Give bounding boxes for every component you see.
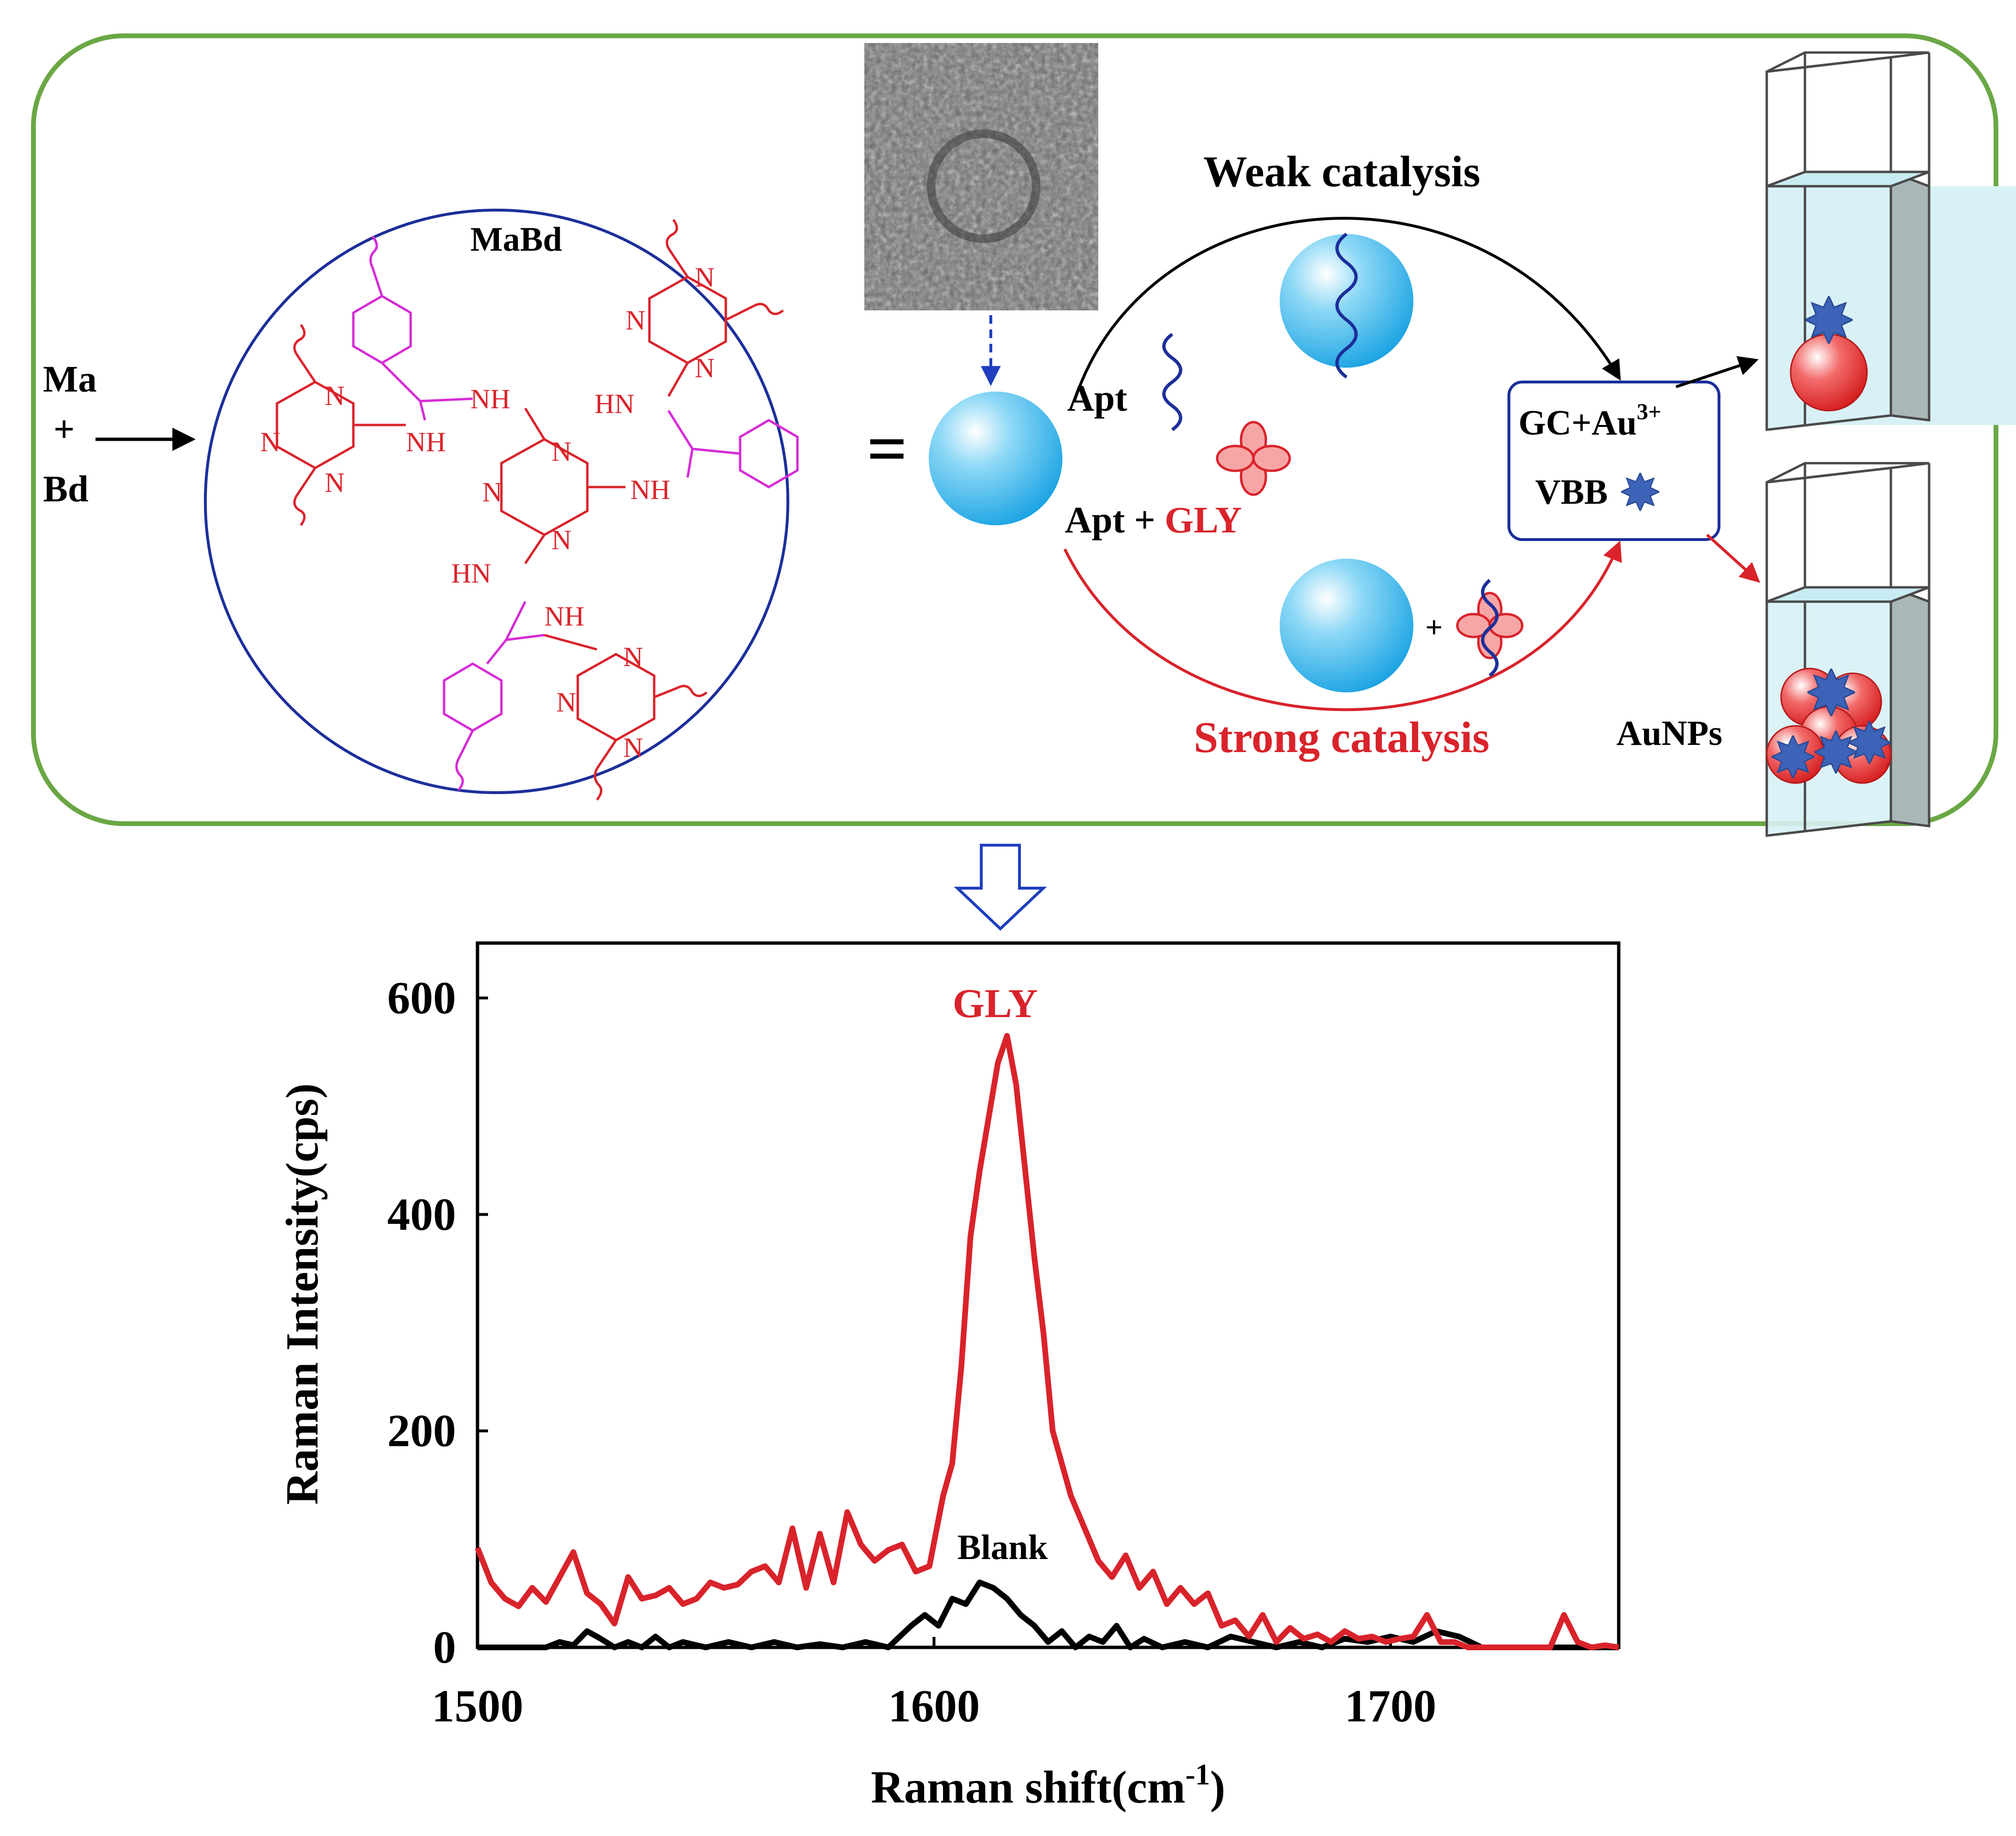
gly-icon: [1216, 421, 1291, 496]
y-tick-label: 400: [387, 1189, 456, 1240]
x-tick-label: 1600: [888, 1680, 980, 1731]
reactant-ma: Ma: [43, 358, 97, 400]
vbb-star-bottom-3: [1814, 731, 1857, 774]
reactant-plus: +: [53, 408, 74, 450]
series-line-blank: [477, 1580, 1619, 1650]
vbb-star-icon: [1621, 473, 1659, 511]
atom-n: N: [325, 467, 345, 498]
apt-icon: [1162, 333, 1182, 431]
raman-chart: 1500 1600 1700 0 200 400 600 GLY Blank Raman I…: [276, 941, 1621, 1813]
phenyl-right: [739, 419, 799, 488]
data-series: [475, 1033, 1619, 1650]
free-sphere: [1280, 559, 1413, 692]
atom-labels: N N N NH NH N N N NH HN N N N HN NH N N …: [260, 262, 715, 763]
atom-n: N: [552, 436, 572, 467]
atom-n: N: [623, 732, 643, 763]
tem-image: [864, 43, 1098, 310]
atom-n: N: [552, 524, 572, 555]
polymer-structure: [276, 219, 799, 801]
triazine-center: [500, 438, 589, 536]
reactant-bd: Bd: [43, 468, 88, 509]
box-gc-au: GC+Au3+: [1518, 399, 1661, 443]
strong-catalysis-arrow: [1063, 541, 1622, 711]
x-tick-label: 1700: [1345, 1680, 1436, 1731]
arrow-to-top-cuvette: [1676, 356, 1759, 388]
axis-ticks: 1500 1600 1700 0 200 400 600: [387, 972, 1436, 1731]
apt-gly-label: Apt + GLY: [1065, 499, 1242, 541]
equals-sign: =: [867, 409, 907, 488]
polymer-circle: [204, 209, 789, 794]
atom-hn: HN: [594, 388, 635, 419]
atom-nh: NH: [406, 426, 446, 457]
atom-n: N: [260, 426, 280, 457]
mabd-sphere: [929, 392, 1062, 525]
weak-catalysis-label: Weak catalysis: [1203, 147, 1480, 196]
phenyl-top: [352, 295, 412, 364]
atom-nh: NH: [544, 601, 584, 632]
apt-gly-complex-icon: [1456, 579, 1524, 677]
cuvette-bottom: [1765, 462, 1931, 837]
scheme-frame: [31, 33, 1998, 826]
atom-n: N: [626, 305, 646, 336]
down-arrow-icon: [954, 844, 1047, 931]
atom-n: N: [325, 380, 345, 411]
reaction-box: [1507, 381, 1720, 541]
aunps-label: AuNPs: [1616, 714, 1722, 753]
x-axis-label: Raman shift(cm-1): [871, 1759, 1225, 1813]
polymer-label: MaBd: [470, 220, 562, 258]
vbb-star-bottom-4: [1848, 721, 1891, 764]
phenyl-bottom: [443, 662, 503, 732]
sphere-with-apt: [1280, 234, 1413, 368]
atom-nh: NH: [470, 383, 510, 414]
y-tick-label: 600: [387, 972, 456, 1023]
y-axis-label: Raman Intensity(cps): [276, 1083, 328, 1505]
atom-nh: NH: [630, 474, 670, 505]
cuvette-top: [1765, 51, 2016, 431]
vbb-star-bottom-1: [1807, 669, 1855, 716]
atom-n: N: [556, 687, 576, 718]
atom-n: N: [695, 352, 715, 383]
apt-strand-on-sphere: [1335, 233, 1358, 379]
box-vbb: VBB: [1535, 473, 1608, 512]
blank-annotation: Blank: [957, 1528, 1048, 1567]
gly-annotation: GLY: [953, 980, 1038, 1026]
apt-label: Apt: [1067, 377, 1127, 419]
strong-catalysis-label: Strong catalysis: [1194, 713, 1489, 762]
atom-n: N: [695, 262, 715, 293]
x-tick-label: 1500: [432, 1680, 523, 1731]
y-tick-label: 0: [433, 1622, 456, 1673]
atom-n: N: [623, 641, 643, 672]
series-line-gly: [475, 1033, 1619, 1650]
plot-frame: [476, 941, 1621, 1649]
vbb-star-top: [1805, 296, 1853, 344]
y-tick-label: 200: [387, 1405, 456, 1456]
atom-hn: HN: [451, 558, 491, 589]
vbb-star-bottom-2: [1772, 735, 1814, 778]
arrow-to-bottom-cuvette: [1706, 533, 1761, 583]
atom-n: N: [482, 477, 502, 508]
weak-catalysis-arrow: [1073, 217, 1621, 402]
plus-sign: +: [1425, 610, 1443, 644]
